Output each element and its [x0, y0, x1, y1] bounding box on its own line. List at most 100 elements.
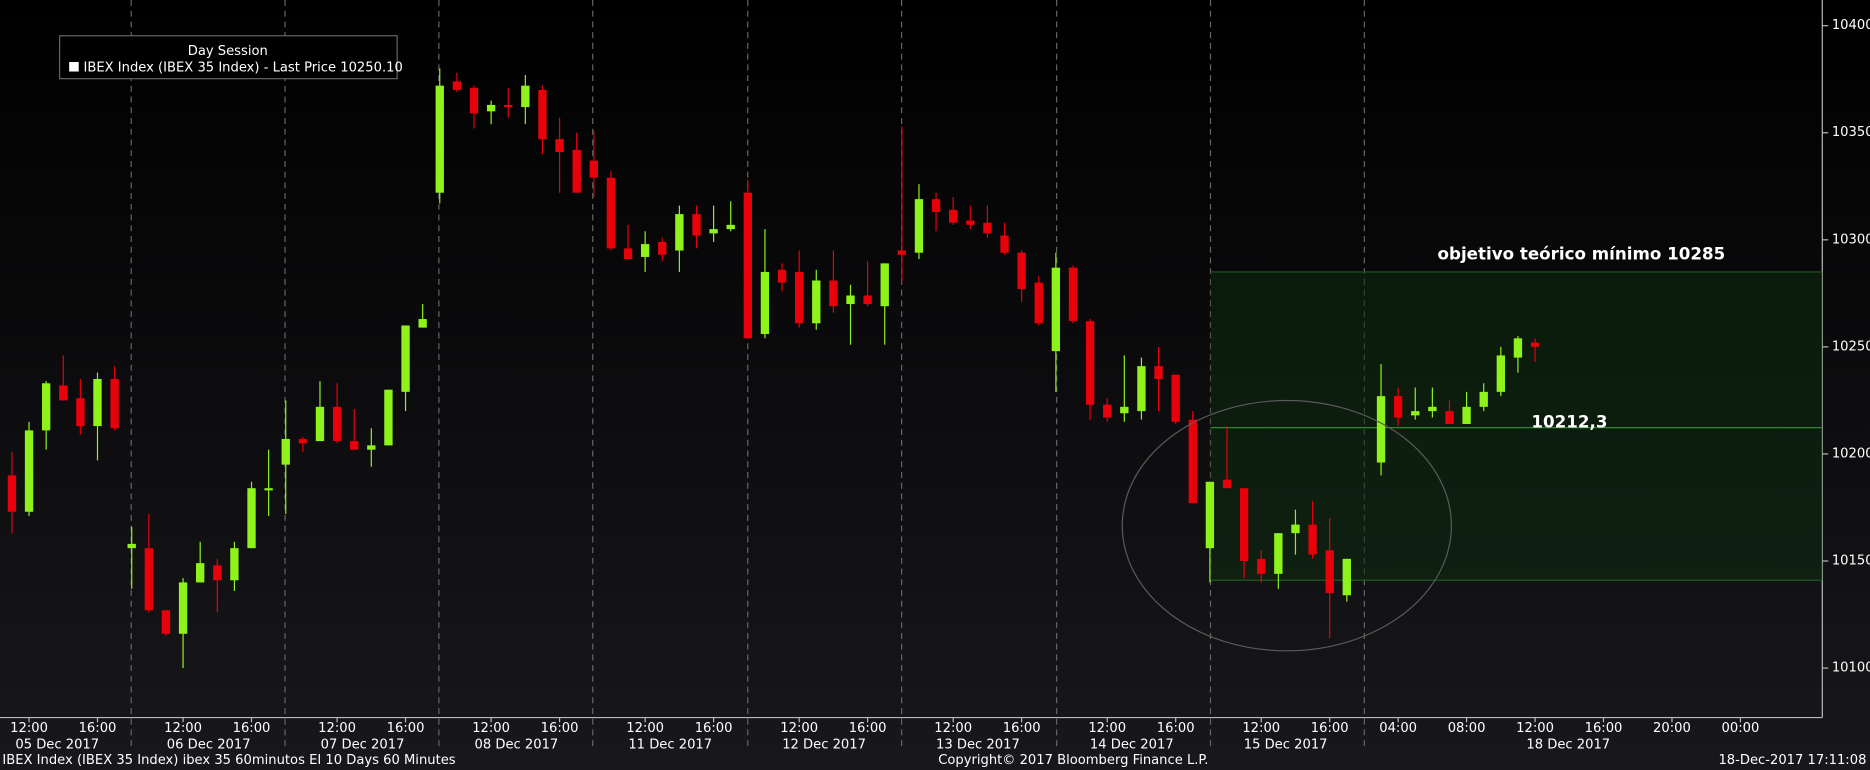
candle-body: [315, 406, 325, 442]
candle-body: [1513, 338, 1523, 358]
candle-body: [1120, 406, 1129, 414]
candle-body: [384, 389, 393, 446]
x-time-label: 12:00: [10, 721, 48, 736]
target-label: objetivo teórico mínimo 10285: [1438, 245, 1726, 264]
candle-body: [1445, 411, 1454, 424]
candle-body: [1222, 479, 1232, 489]
candle-body: [281, 438, 290, 465]
x-time-label: 12:00: [1242, 721, 1280, 736]
candle-body: [983, 222, 992, 234]
candle-body: [247, 488, 256, 549]
x-time-label: 16:00: [387, 721, 425, 736]
candle-body: [1068, 267, 1078, 322]
candle-body: [1034, 282, 1043, 324]
axes: 10100 10150 10200 10250 10300 10350 10400 12:00…: [10, 18, 1870, 752]
x-time-label: 16:00: [1157, 721, 1195, 736]
candle-body: [726, 224, 735, 230]
candle-body: [555, 139, 564, 153]
candle-body: [435, 85, 444, 193]
candle-body: [1137, 366, 1146, 412]
candle-body: [1325, 550, 1334, 594]
y-tick-label: 10350: [1832, 125, 1870, 140]
candle-body: [59, 385, 68, 401]
y-tick-label: 10100: [1832, 661, 1870, 676]
x-date-label: 05 Dec 2017: [15, 737, 99, 752]
candle-body: [264, 488, 273, 491]
candle-body: [350, 441, 359, 450]
legend-title: Day Session: [188, 44, 268, 59]
candle-body: [931, 199, 941, 212]
x-time-label: 16:00: [1585, 721, 1623, 736]
footer-right: 18-Dec-2017 17:11:08: [1718, 753, 1866, 768]
x-date-label: 13 Dec 2017: [936, 737, 1020, 752]
candle-body: [521, 85, 530, 108]
candle-body: [1103, 404, 1112, 418]
candle-body: [538, 89, 547, 140]
candle-body: [401, 325, 410, 392]
x-time-label: 12:00: [318, 721, 356, 736]
candle-body: [675, 214, 684, 251]
x-time-label: 00:00: [1722, 721, 1760, 736]
annotations: objetivo teórico mínimo 10285 10212,3: [1210, 245, 1823, 581]
candle-body: [1000, 235, 1009, 253]
x-time-label: 16:00: [1311, 721, 1349, 736]
x-date-label: 06 Dec 2017: [167, 737, 251, 752]
candle-body: [161, 610, 171, 634]
x-time-label: 04:00: [1379, 721, 1417, 736]
candle-body: [196, 563, 205, 583]
legend-entry: IBEX Index (IBEX 35 Index) - Last Price …: [83, 60, 402, 75]
candle-body: [777, 269, 787, 283]
candle-body: [367, 445, 376, 450]
candle-body: [640, 244, 650, 257]
candle-body: [709, 229, 718, 234]
x-time-label: 16:00: [1003, 721, 1041, 736]
x-date-label: 07 Dec 2017: [321, 737, 405, 752]
candle-body: [1171, 374, 1180, 422]
candle-body: [127, 543, 136, 549]
y-tick-label: 10400: [1832, 18, 1870, 33]
x-time-label: 12:00: [626, 721, 664, 736]
candle-body: [7, 475, 17, 512]
target-zone: [1210, 271, 1823, 581]
candle-body: [589, 160, 598, 178]
candle-body: [863, 295, 872, 305]
level-label: 10212,3: [1531, 412, 1607, 431]
candle-body: [812, 280, 821, 324]
x-time-label: 12:00: [780, 721, 818, 736]
candle-body: [658, 241, 667, 255]
candle-body: [230, 548, 239, 581]
legend-box: [59, 35, 398, 80]
candle-body: [418, 319, 427, 328]
x-time-label: 16:00: [233, 721, 271, 736]
x-time-label: 12:00: [934, 721, 972, 736]
candle-body: [606, 177, 616, 249]
candle-body: [1188, 419, 1197, 504]
candle-body: [1462, 406, 1471, 424]
candle-body: [1393, 396, 1403, 418]
candle-body: [572, 149, 581, 193]
y-tick-label: 10250: [1832, 339, 1870, 354]
candle-body: [1051, 267, 1061, 352]
x-date-label: 11 Dec 2017: [628, 737, 712, 752]
y-tick-label: 10300: [1832, 232, 1870, 247]
candle-body: [24, 430, 34, 512]
candle-body: [298, 438, 308, 444]
candle-body: [829, 280, 838, 307]
x-time-label: 08:00: [1448, 721, 1486, 736]
x-time-label: 12:00: [1088, 721, 1126, 736]
candle-body: [1308, 524, 1317, 555]
candle-body: [332, 406, 342, 442]
candle-body: [1239, 488, 1249, 562]
candle-body: [1496, 355, 1506, 392]
candle-body: [1342, 558, 1351, 596]
candle-body: [880, 263, 889, 307]
y-tick-label: 10150: [1832, 554, 1870, 569]
candle-body: [692, 214, 701, 236]
x-date-label: 15 Dec 2017: [1244, 737, 1328, 752]
candle-body: [110, 378, 119, 429]
candle-body: [1205, 481, 1215, 549]
candle-body: [914, 199, 924, 253]
x-time-label: 16:00: [695, 721, 733, 736]
candle-body: [1257, 558, 1266, 574]
